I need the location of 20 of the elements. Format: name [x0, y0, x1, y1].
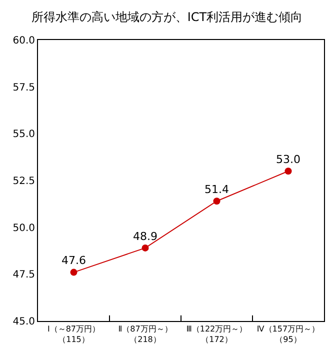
- chart-title: 所得水準の高い地域の方が、ICT利活用が進む傾向: [31, 10, 303, 24]
- data-label: 51.4: [204, 182, 229, 196]
- y-tick-label: 60.0: [12, 36, 35, 46]
- x-tick-label: Ⅳ（157万円～）（95）: [256, 324, 320, 344]
- y-tick-label: 47.5: [12, 270, 35, 281]
- x-tick-label: Ⅲ（122万円～）（172）: [186, 324, 248, 344]
- x-tick-label: Ⅱ（87万円～）（218）: [118, 324, 172, 344]
- data-label: 47.6: [62, 254, 86, 268]
- point: [284, 168, 292, 175]
- point: [70, 268, 78, 276]
- point: [142, 244, 149, 252]
- data-label: 53.0: [276, 153, 300, 166]
- x-tick-label: Ⅰ（～87万円）（115）: [47, 324, 100, 344]
- y-tick-label: 52.5: [12, 176, 35, 187]
- data-label: 48.9: [133, 230, 158, 243]
- y-tick-label: 45.0: [12, 316, 35, 328]
- point: [213, 198, 220, 205]
- y-tick-label: 57.5: [12, 82, 35, 94]
- y-tick-label: 50.0: [12, 222, 35, 234]
- y-tick-label: 55.0: [12, 129, 35, 140]
